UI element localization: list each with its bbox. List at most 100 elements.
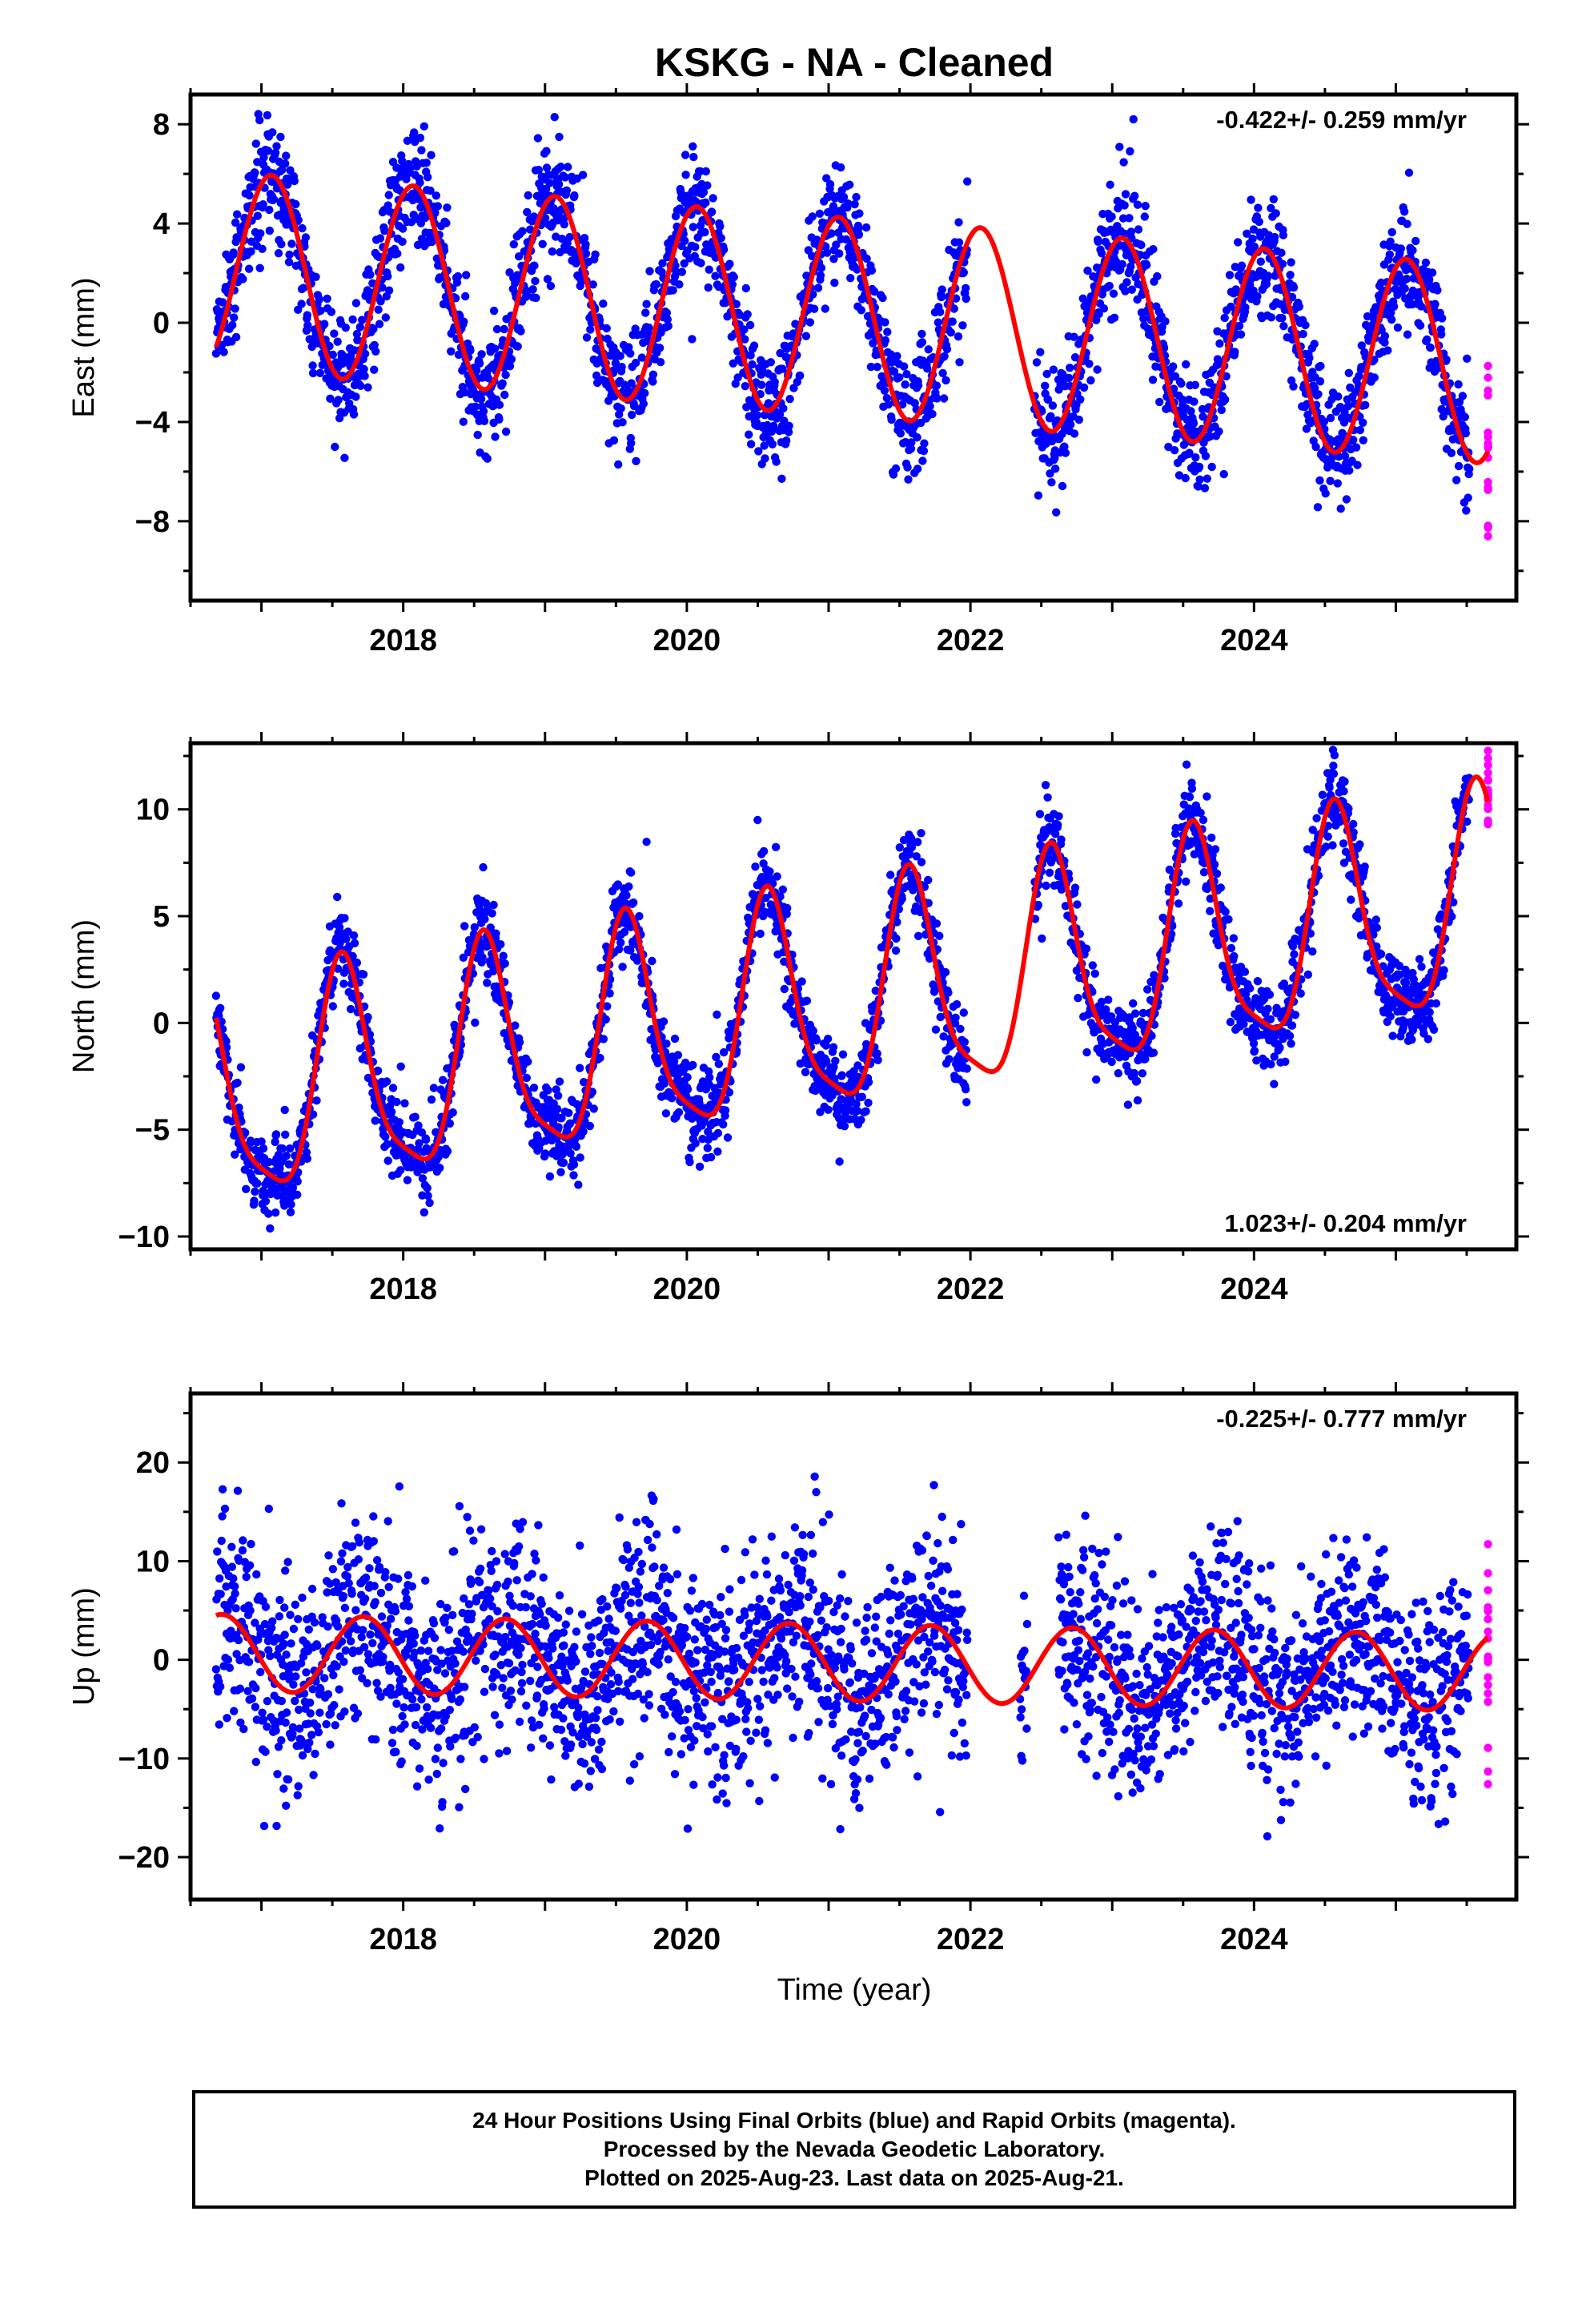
data-point xyxy=(861,223,871,232)
data-point xyxy=(642,300,651,308)
data-point xyxy=(1079,383,1089,392)
data-point xyxy=(369,324,378,334)
data-point xyxy=(1066,364,1074,372)
data-point xyxy=(1462,506,1471,515)
data-point xyxy=(1155,397,1164,407)
data-point xyxy=(681,236,689,245)
data-point xyxy=(269,195,279,204)
data-point xyxy=(881,318,889,327)
data-point xyxy=(572,1142,581,1152)
data-point xyxy=(1271,232,1279,242)
data-point xyxy=(1326,413,1335,423)
data-point xyxy=(1090,969,1099,979)
data-point xyxy=(351,299,361,308)
data-point xyxy=(926,402,934,411)
data-point xyxy=(589,1104,598,1113)
data-point xyxy=(578,171,588,179)
data-point xyxy=(871,987,880,995)
data-point xyxy=(479,407,488,416)
data-point xyxy=(569,1160,579,1169)
data-point xyxy=(656,358,665,367)
data-point xyxy=(1115,143,1124,151)
data-point xyxy=(813,235,821,244)
data-point xyxy=(719,245,729,254)
data-point xyxy=(263,147,273,155)
data-point xyxy=(453,271,463,281)
data-point xyxy=(1041,830,1050,839)
data-point xyxy=(713,1147,722,1156)
data-point xyxy=(585,1121,594,1131)
data-point xyxy=(244,264,254,273)
data-point xyxy=(917,338,927,347)
data-point xyxy=(250,1196,259,1205)
data-point xyxy=(696,167,705,176)
data-point xyxy=(895,843,905,852)
data-point xyxy=(540,214,550,223)
data-point xyxy=(478,953,487,962)
data-point xyxy=(1214,941,1223,950)
data-point xyxy=(882,393,892,403)
data-point xyxy=(624,343,633,352)
data-point xyxy=(1345,466,1354,475)
data-point xyxy=(1130,1009,1140,1018)
data-point xyxy=(218,298,227,307)
data-point xyxy=(741,335,749,344)
x-tick-label: 2022 xyxy=(937,624,1005,657)
data-point xyxy=(778,364,787,373)
data-point xyxy=(533,134,543,143)
data-point xyxy=(627,868,636,877)
data-point xyxy=(340,914,349,923)
data-point xyxy=(854,230,864,239)
data-point xyxy=(846,274,855,283)
data-point xyxy=(396,1062,405,1072)
data-point xyxy=(845,180,854,189)
data-point xyxy=(942,376,950,385)
data-point xyxy=(1431,300,1439,308)
data-point xyxy=(271,1130,281,1139)
data-point xyxy=(1182,360,1191,369)
data-point xyxy=(740,325,749,334)
data-point xyxy=(528,285,537,294)
data-point xyxy=(1357,341,1367,350)
data-point xyxy=(1042,369,1051,379)
data-point xyxy=(609,436,619,445)
data-point xyxy=(1351,443,1361,452)
data-point xyxy=(1287,292,1297,302)
data-point xyxy=(1034,491,1043,500)
data-point xyxy=(1147,1031,1156,1040)
data-point xyxy=(1061,448,1070,457)
data-point xyxy=(713,1128,723,1138)
data-point xyxy=(825,179,835,189)
data-point xyxy=(688,335,697,344)
data-point xyxy=(550,113,559,122)
data-point xyxy=(330,329,339,338)
data-point xyxy=(1380,332,1390,340)
data-point xyxy=(1305,353,1314,363)
data-point xyxy=(768,440,777,448)
data-point xyxy=(256,229,265,238)
data-point xyxy=(777,474,786,483)
data-point xyxy=(531,276,540,286)
data-point xyxy=(488,909,496,918)
data-point xyxy=(1389,302,1399,311)
data-point xyxy=(629,898,638,907)
data-point xyxy=(897,895,906,903)
data-point xyxy=(1046,469,1054,478)
data-point xyxy=(939,394,949,403)
data-point xyxy=(864,1078,873,1087)
data-point xyxy=(894,905,904,914)
data-point xyxy=(1230,951,1239,961)
data-point xyxy=(841,235,851,244)
y-tick-label: −10 xyxy=(118,1220,170,1254)
data-point xyxy=(1195,462,1204,472)
data-point xyxy=(276,132,285,142)
data-point xyxy=(717,234,725,243)
data-point xyxy=(375,234,385,243)
data-point xyxy=(797,977,806,986)
data-point xyxy=(1465,464,1474,473)
data-point xyxy=(1458,392,1468,400)
data-point xyxy=(511,1021,520,1030)
data-point xyxy=(642,838,651,846)
data-point xyxy=(253,1179,262,1188)
data-point xyxy=(959,1008,969,1017)
